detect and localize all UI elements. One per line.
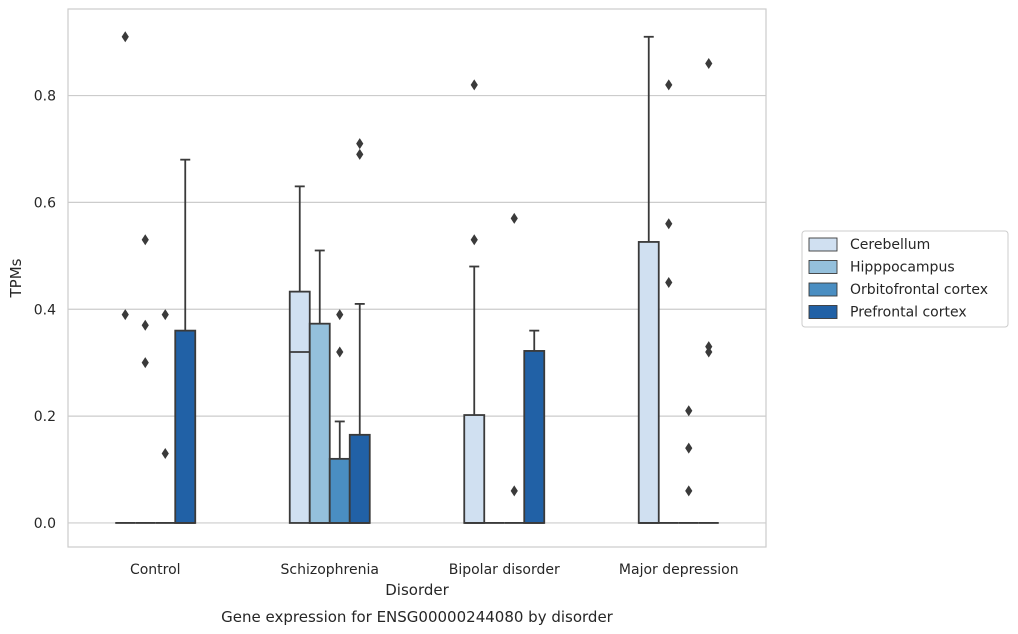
box-body: [523, 350, 546, 524]
outlier-point: [685, 405, 693, 417]
legend-swatch: [808, 305, 838, 319]
outlier-point: [141, 357, 149, 369]
outlier-point: [161, 309, 169, 321]
outlier-point: [121, 31, 129, 43]
x-axis-label: Disorder: [385, 581, 449, 599]
outlier-point: [336, 309, 344, 321]
outlier-point: [705, 57, 713, 69]
outlier-point: [141, 234, 149, 246]
outlier-point: [705, 346, 713, 358]
outlier-point: [665, 79, 673, 91]
legend-label: Orbitofrontal cortex: [850, 282, 988, 298]
box-cerebellum: [288, 185, 311, 524]
outlier-point: [665, 277, 673, 289]
box-body: [637, 241, 660, 524]
outlier-point: [470, 234, 478, 246]
legend-swatch: [808, 260, 838, 274]
outlier-point: [356, 138, 364, 150]
legend-label: Prefrontal cortex: [850, 305, 967, 321]
outlier-point: [685, 442, 693, 454]
outlier-point: [121, 309, 129, 321]
outlier-point: [470, 79, 478, 91]
outlier-point: [685, 485, 693, 497]
box-cerebellum: [637, 35, 660, 524]
x-tick-label: Major depression: [619, 562, 739, 578]
legend-label: Cerebellum: [850, 237, 930, 253]
legend-swatch: [808, 237, 838, 252]
y-tick-label: 0.6: [34, 195, 56, 211]
x-tick-labels: Control Schizophrenia Bipolar disorder Majo…: [130, 562, 739, 578]
box-body: [288, 290, 311, 524]
legend-swatch: [808, 282, 838, 297]
box-series: [115, 35, 719, 524]
legend-frame: [801, 230, 1009, 328]
box-prefrontal-cortex: [523, 329, 546, 524]
outlier-point: [141, 319, 149, 331]
legend: Cerebellum Hipppocampus Orbitofrontal cort…: [801, 230, 1009, 328]
y-tick-label: 0.0: [34, 516, 56, 532]
x-tick-label: Bipolar disorder: [449, 562, 560, 578]
outlier-point: [510, 485, 518, 497]
legend-label: Hipppocampus: [850, 260, 955, 276]
outlier-points: [121, 31, 713, 497]
box-body: [174, 329, 197, 524]
y-tick-label: 0.2: [34, 409, 56, 425]
x-tick-label: Control: [130, 562, 181, 578]
box-prefrontal-cortex: [348, 303, 371, 524]
y-tick-label: 0.8: [34, 89, 56, 105]
box-cerebellum: [463, 265, 486, 524]
outlier-point: [336, 346, 344, 358]
gridlines: [68, 94, 766, 524]
plot-area-frame: [67, 8, 767, 548]
outlier-point: [665, 218, 673, 230]
box-body: [463, 414, 486, 524]
outlier-point: [356, 148, 364, 160]
box-body: [348, 433, 371, 524]
y-tick-label: 0.4: [34, 302, 56, 318]
box-orbitofrontal-cortex: [328, 420, 351, 524]
box-body: [308, 322, 331, 524]
y-tick-labels: 0.0 0.2 0.4 0.6 0.8: [34, 89, 56, 532]
chart-caption: Gene expression for ENSG00000244080 by d…: [221, 608, 614, 626]
x-tick-label: Schizophrenia: [281, 562, 379, 578]
box-body: [328, 457, 351, 524]
outlier-point: [161, 448, 169, 460]
outlier-point: [510, 212, 518, 224]
y-axis-label: TPMs: [7, 258, 25, 298]
box-prefrontal-cortex: [174, 158, 197, 524]
box-hipppocampus: [308, 249, 331, 524]
